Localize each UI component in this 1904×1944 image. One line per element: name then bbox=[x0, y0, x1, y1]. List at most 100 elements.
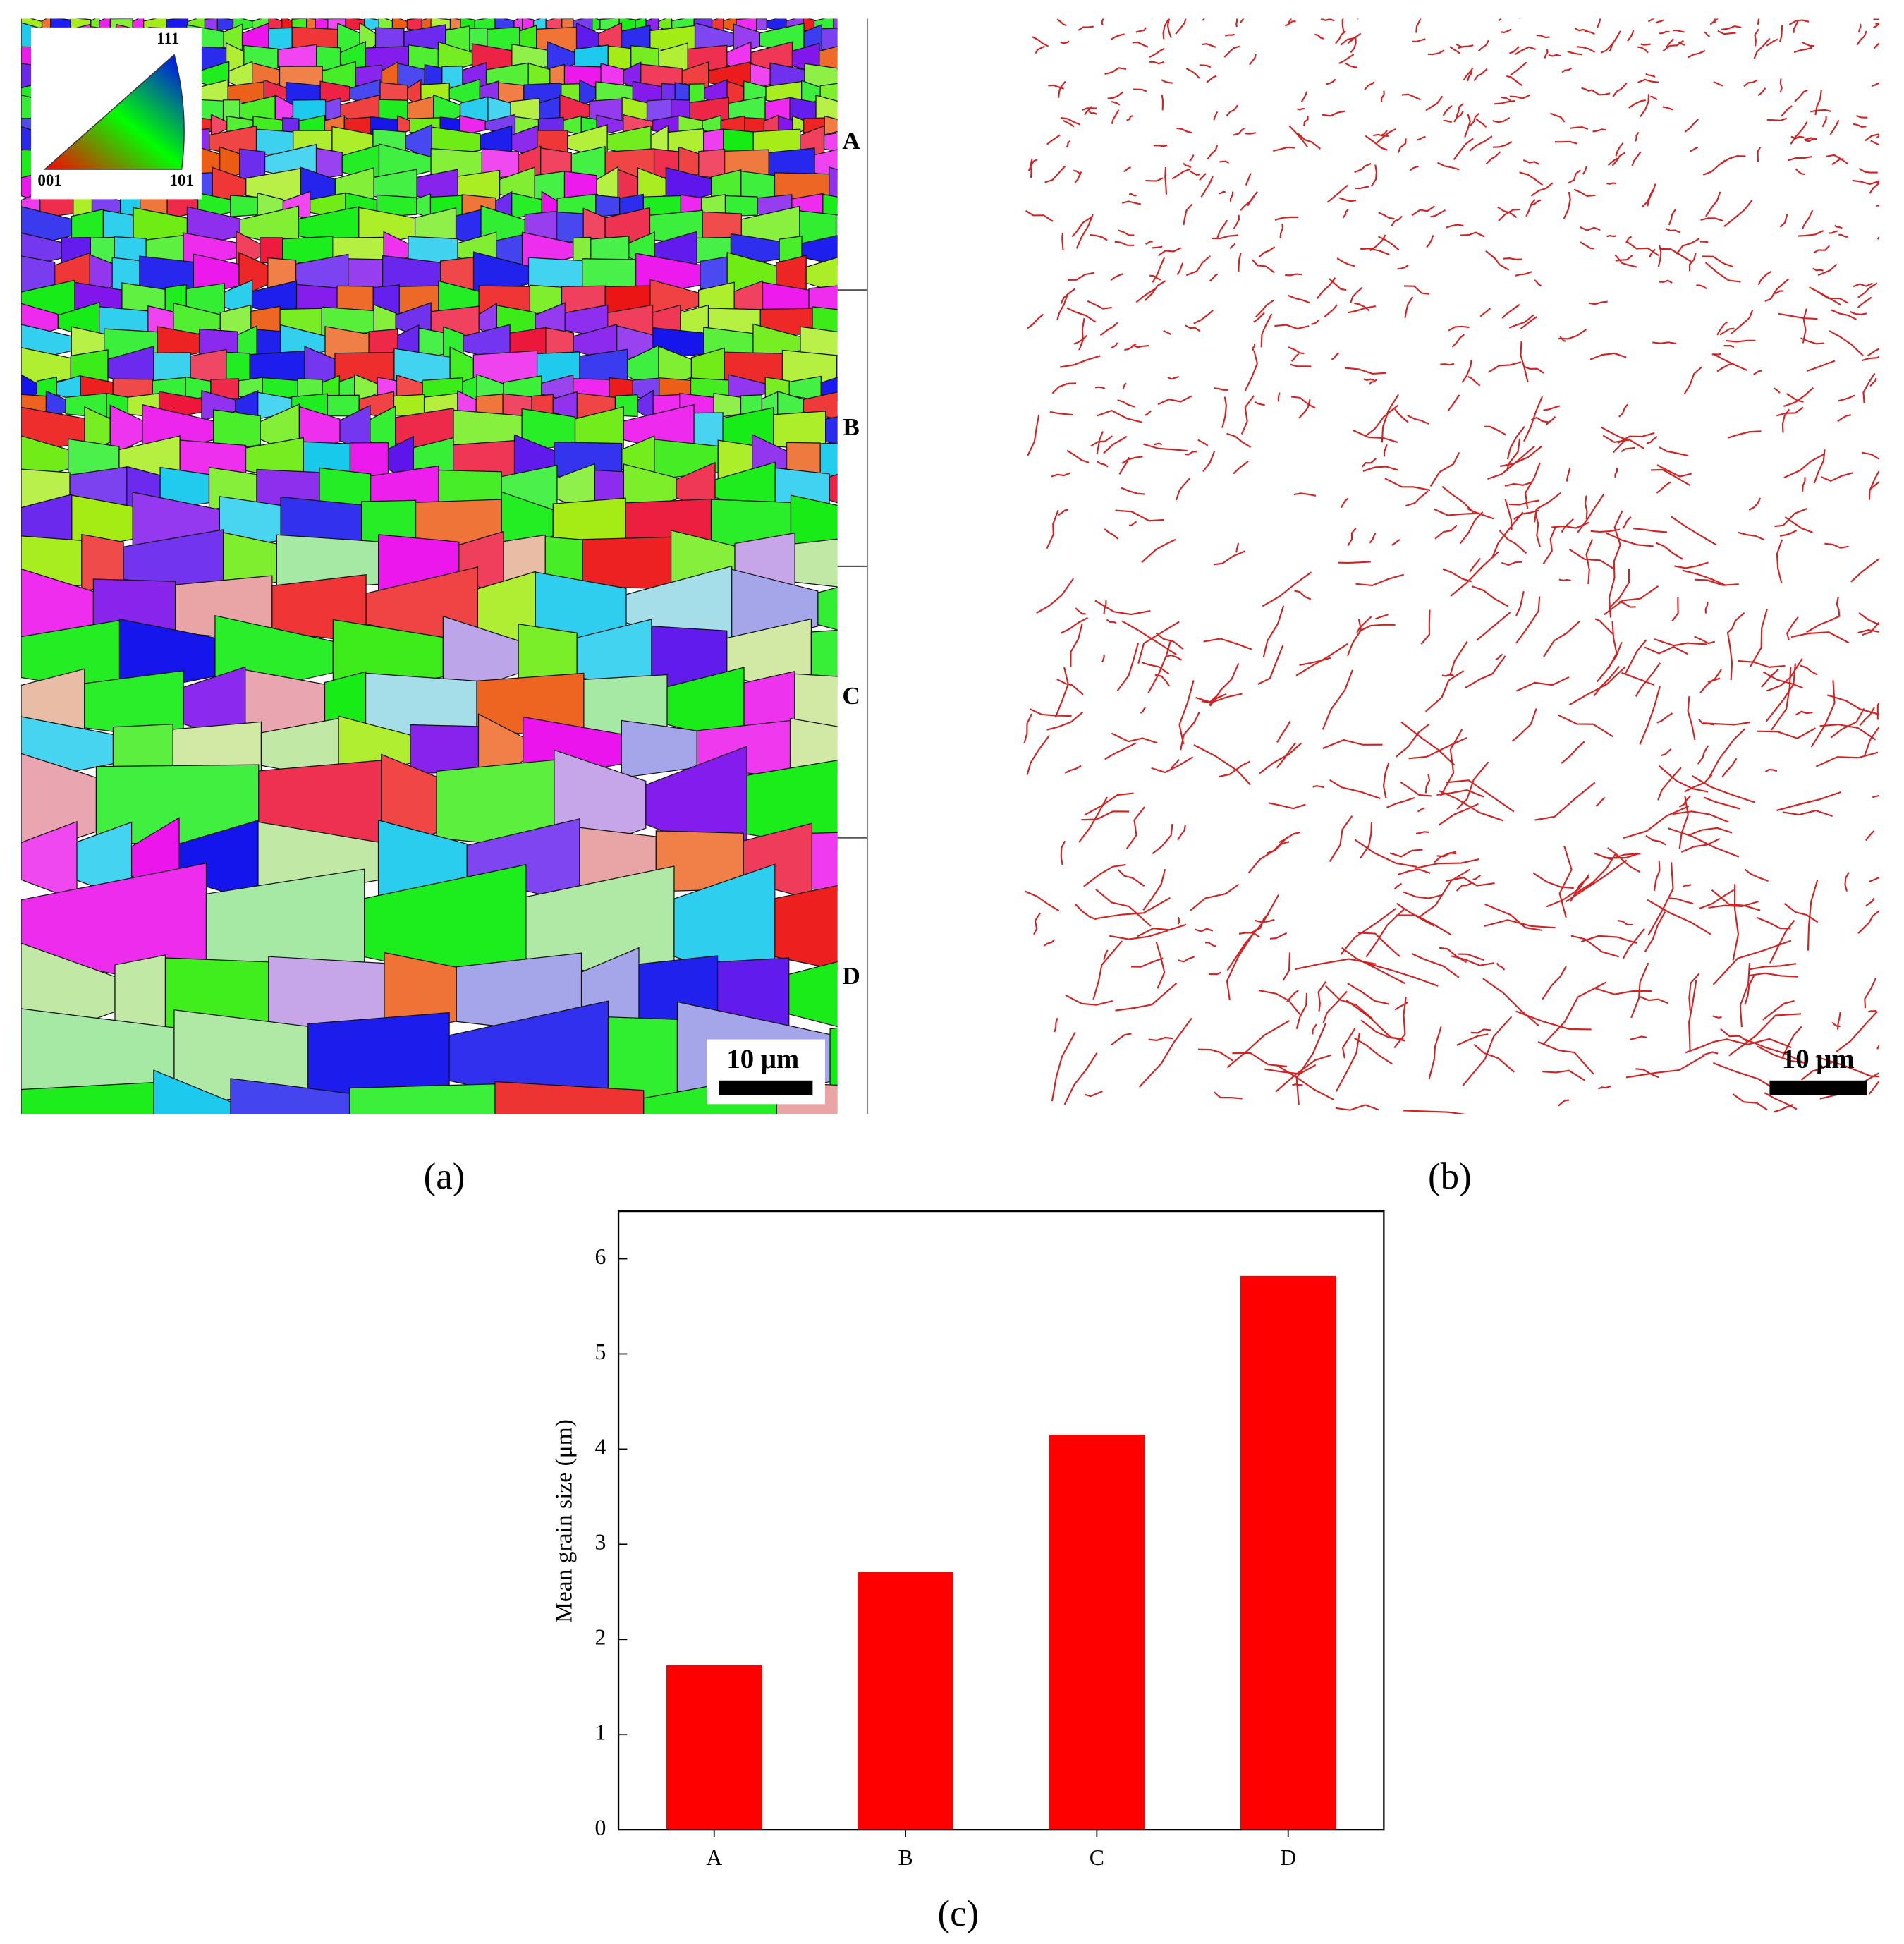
boundary-trace bbox=[1647, 18, 1655, 23]
boundary-trace bbox=[1369, 234, 1386, 252]
boundary-trace bbox=[1094, 600, 1151, 616]
boundary-trace bbox=[1654, 638, 1707, 647]
boundary-trace bbox=[1592, 128, 1606, 133]
grain bbox=[756, 18, 767, 31]
boundary-trace bbox=[1378, 212, 1395, 220]
boundary-trace bbox=[1721, 25, 1742, 30]
boundary-trace bbox=[1253, 312, 1265, 323]
boundary-trace bbox=[1054, 1017, 1058, 1033]
boundary-trace bbox=[1254, 401, 1265, 406]
boundary-trace bbox=[1635, 131, 1640, 142]
boundary-trace bbox=[1183, 204, 1192, 226]
boundary-trace bbox=[1699, 889, 1735, 909]
boundary-trace bbox=[1625, 1055, 1705, 1079]
boundary-trace bbox=[1365, 909, 1405, 958]
boundary-trace bbox=[1656, 464, 1692, 478]
panel-label: (a) bbox=[424, 1156, 465, 1197]
boundary-trace bbox=[1652, 341, 1677, 345]
boundary-trace bbox=[1369, 533, 1377, 544]
boundary-trace bbox=[1542, 527, 1556, 565]
boundary-trace bbox=[1429, 452, 1460, 487]
boundary-trace bbox=[1826, 694, 1879, 715]
boundary-trace bbox=[1083, 863, 1126, 887]
boundary-trace bbox=[1838, 233, 1848, 238]
boundary-trace bbox=[1628, 99, 1647, 109]
boundary-trace bbox=[1347, 983, 1390, 1005]
boundary-trace bbox=[1354, 302, 1370, 312]
boundary-trace bbox=[1128, 193, 1137, 197]
boundary-trace bbox=[1522, 159, 1540, 165]
boundary-trace bbox=[1299, 657, 1331, 667]
boundary-trace bbox=[1496, 962, 1506, 971]
boundary-trace bbox=[1223, 45, 1240, 58]
boundary-trace bbox=[1579, 241, 1594, 250]
boundary-trace bbox=[1456, 1033, 1489, 1046]
boundary-trace bbox=[1515, 596, 1541, 644]
boundary-trace bbox=[1446, 224, 1464, 229]
boundary-trace bbox=[1389, 849, 1423, 858]
boundary-trace bbox=[1060, 40, 1070, 44]
ipf-triangle bbox=[43, 54, 185, 170]
boundary-trace bbox=[1060, 288, 1075, 305]
boundary-trace bbox=[1456, 103, 1464, 118]
boundary-trace bbox=[1647, 862, 1674, 936]
grain bbox=[819, 442, 838, 476]
boundary-trace bbox=[1453, 110, 1464, 123]
boundary-trace bbox=[1338, 561, 1371, 564]
boundary-trace bbox=[1312, 785, 1325, 789]
bar-chart: (c) Mean grain size (μm) A B C D 0 1 2 3 4 5 6 bbox=[551, 1210, 1385, 1934]
boundary-trace bbox=[1776, 791, 1842, 811]
boundary-trace bbox=[1475, 118, 1487, 128]
boundary-trace bbox=[1640, 43, 1651, 46]
boundary-trace bbox=[1124, 343, 1137, 351]
boundary-trace bbox=[1190, 883, 1240, 911]
grain bbox=[621, 719, 697, 779]
boundary-trace bbox=[1199, 64, 1212, 68]
boundary-trace bbox=[1613, 510, 1623, 563]
boundary-trace bbox=[1584, 30, 1595, 35]
boundary-trace bbox=[1155, 632, 1184, 650]
boundary-trace bbox=[1857, 23, 1862, 33]
boundary-trace bbox=[1420, 609, 1431, 645]
boundary-trace bbox=[1365, 404, 1399, 437]
boundary-trace bbox=[1381, 129, 1388, 136]
boundary-trace bbox=[1821, 116, 1827, 128]
boundary-trace bbox=[1121, 456, 1143, 464]
boundary-trace bbox=[1831, 1021, 1841, 1028]
ipf-label: 101 bbox=[169, 171, 193, 189]
boundary-trace bbox=[1655, 19, 1664, 24]
boundary-trace bbox=[1463, 67, 1474, 80]
boundary-trace bbox=[1111, 100, 1121, 106]
boundary-trace bbox=[1717, 30, 1736, 35]
boundary-trace bbox=[1876, 135, 1879, 138]
boundary-trace bbox=[1386, 797, 1415, 808]
boundary-trace bbox=[1876, 178, 1879, 184]
boundary-trace bbox=[1251, 259, 1275, 274]
boundary-trace bbox=[1027, 313, 1044, 329]
boundary-trace bbox=[1285, 273, 1302, 277]
boundary-trace bbox=[1687, 696, 1696, 741]
boundary-trace bbox=[1499, 530, 1527, 554]
bar bbox=[858, 1572, 953, 1830]
boundary-trace bbox=[1233, 214, 1240, 229]
grain bbox=[459, 114, 486, 136]
boundary-trace bbox=[1095, 888, 1152, 927]
boundary-trace bbox=[1209, 273, 1219, 282]
boundary-trace bbox=[1065, 994, 1113, 1006]
boundary-trace bbox=[1043, 939, 1056, 947]
boundary-trace bbox=[1568, 666, 1626, 706]
boundary-trace bbox=[1393, 997, 1407, 1049]
boundary-trace bbox=[1776, 539, 1783, 583]
boundary-trace bbox=[1056, 679, 1084, 695]
boundary-trace bbox=[1676, 238, 1700, 255]
boundary-trace bbox=[1049, 411, 1073, 416]
grain bbox=[810, 629, 838, 685]
boundary-trace bbox=[1400, 721, 1456, 766]
boundary-trace bbox=[1864, 133, 1879, 142]
boundary-trace bbox=[1868, 469, 1879, 500]
boundary-trace bbox=[1185, 68, 1200, 79]
boundary-trace bbox=[1229, 191, 1234, 202]
boundary-trace bbox=[1290, 363, 1312, 367]
boundary-trace bbox=[1176, 127, 1192, 134]
boundary-trace bbox=[1094, 897, 1171, 920]
